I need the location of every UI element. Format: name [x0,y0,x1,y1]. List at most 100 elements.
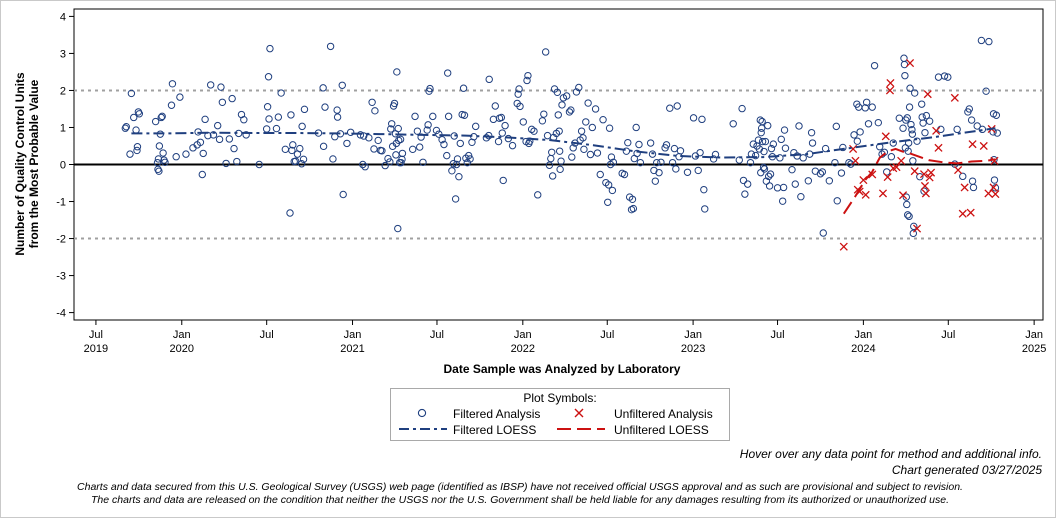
filtered-analysis-point [780,126,789,134]
unfiltered-analysis-point [839,242,848,251]
y-axis-title-line2: from the Most Probable Value [27,79,41,248]
filtered-analysis-point [604,198,612,206]
filtered-analysis-point [668,158,677,167]
filtered-analysis-point [985,37,993,46]
filtered-analysis-point [126,150,134,158]
filtered-loess-line [131,127,996,159]
filtered-analysis-point [696,148,704,157]
legend-title: Plot Symbols: [523,391,597,405]
filtered-analysis-point [919,119,927,127]
filtered-analysis-point [662,141,671,149]
filtered-analysis-point [409,145,417,154]
filtered-analysis-point [161,158,169,166]
filtered-analysis-point [856,128,864,136]
filtered-analysis-point [130,113,138,122]
unfiltered-analysis-point [851,156,860,165]
filtered-analysis-point [653,158,661,167]
filtered-analysis-point [655,168,663,177]
filtered-analysis-point [451,195,460,203]
filtered-analysis-point [201,115,209,124]
filtered-analysis-point [333,113,342,121]
filtered-analysis-point [698,115,706,124]
filtered-analysis-point [371,107,379,115]
filtered-analysis-point [769,140,778,148]
filtered-analysis-point [628,195,637,204]
filtered-analysis-point [864,120,873,128]
filtered-analysis-point [296,144,304,153]
reference-lines [74,89,1043,240]
filtered-analysis-point [636,158,645,167]
filtered-analysis-point [121,124,130,132]
filtered-analysis-point [599,116,607,124]
x-tick-label: Jul [89,329,103,341]
filtered-analysis-point [791,180,799,188]
filtered-analysis-point [498,129,506,137]
filtered-analysis-point [582,118,590,126]
filtered-analysis-point [633,149,641,158]
filtered-analysis-point [657,158,665,166]
filtered-analysis-point [182,150,190,158]
filtered-analysis-point [423,126,431,134]
x-mark-stroke [960,183,969,192]
filtered-analysis-point [982,87,990,95]
filtered-analysis-point [853,137,862,145]
filtered-analysis-point [910,222,918,231]
filtered-analysis-point [850,131,858,139]
filtered-analysis-point [620,170,629,179]
legend-unfiltered-analysis: Unfiltered Analysis [614,407,713,421]
filtered-analysis-point [242,131,250,139]
filtered-analysis-point [508,141,517,150]
filtered-analysis-point [751,151,760,160]
filtered-analysis-point [819,229,827,237]
filtered-analysis-point [491,102,499,110]
filtered-analysis-point [845,158,853,167]
filtered-analysis-point [272,124,281,133]
filtered-analysis-point [157,113,165,122]
filtered-analysis-point [870,61,879,70]
filtered-analysis-point [450,132,458,140]
filtered-analysis-point [452,160,461,169]
unfiltered-analysis-point [892,163,901,172]
filtered-analysis-point [666,104,674,112]
filtered-analysis-point [738,104,746,113]
filtered-analysis-point [319,142,328,151]
filtered-analysis-point [562,92,571,100]
filtered-analysis-point [435,130,443,138]
filtered-analysis-point [228,94,236,103]
filtered-analysis-point [471,122,480,131]
filtered-analysis-point [778,197,787,205]
filtered-analysis-point [904,211,912,219]
filtered-analysis-point [604,181,613,189]
filtered-analysis-point [629,204,638,213]
x-tick-label: Jan [855,329,873,341]
filtered-analysis-point [993,129,1001,137]
filtered-analysis-point [291,157,300,165]
x-mark-stroke [989,183,998,192]
filtered-analysis-point [743,180,752,188]
filtered-analysis-point [485,75,493,84]
x-tick-label: Jan [684,329,702,341]
filtered-analysis-point [808,139,817,147]
filtered-analysis-point [757,128,765,137]
filtered-analysis-point [416,143,424,151]
filtered-analysis-point [906,84,914,92]
filtered-analysis-point [940,72,949,80]
filtered-analysis-point [159,149,167,157]
filtered-analysis-point [527,125,536,134]
filtered-analysis-point [538,117,547,125]
filtered-analysis-point [916,173,924,181]
x-mark-stroke [897,156,906,165]
filtered-analysis-point [240,116,248,124]
filtered-analysis-point [545,161,554,169]
filtered-analysis-point [448,167,456,175]
unfiltered-analysis-point [919,170,929,179]
filtered-analysis-point [635,140,643,149]
filtered-analysis-point [754,136,763,144]
filtered-analysis-point [764,121,772,130]
filtered-analysis-point [759,163,768,172]
x-mark-stroke [883,173,892,182]
filtered-analysis-point [764,172,773,181]
unfiltered-analysis-point [968,140,977,149]
filtered-analysis-point [608,186,617,195]
x-mark-stroke [849,144,858,154]
